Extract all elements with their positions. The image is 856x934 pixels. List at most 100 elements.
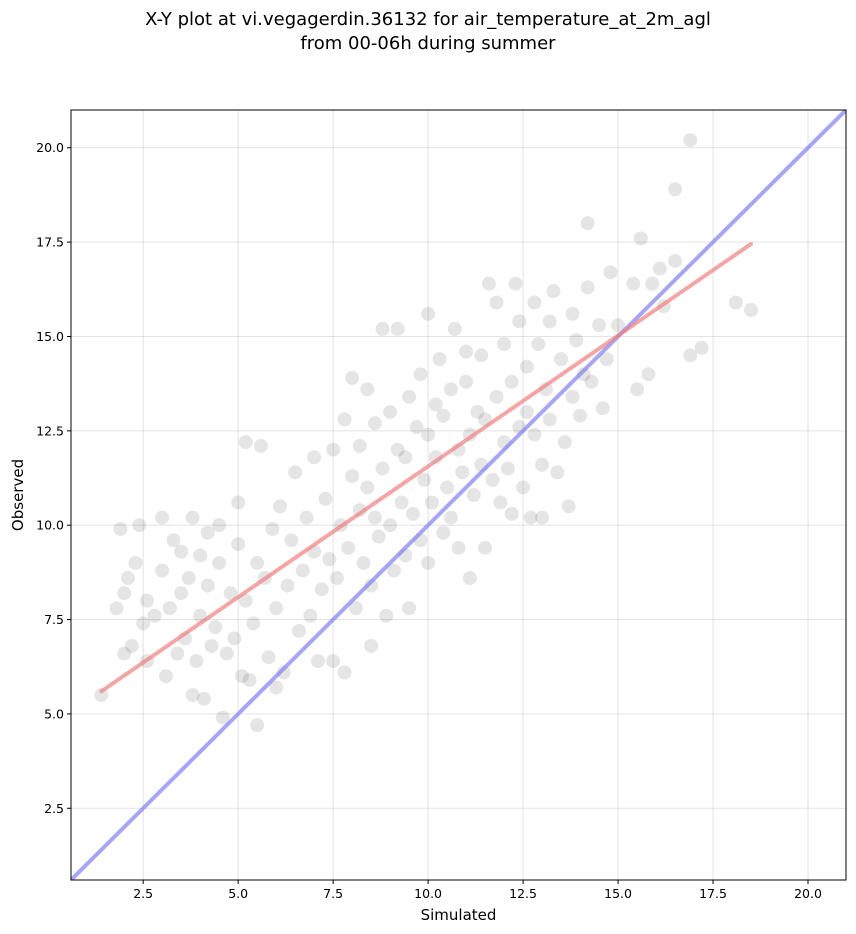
scatter-point: [326, 442, 341, 457]
scatter-point: [200, 525, 215, 540]
scatter-point: [478, 540, 493, 555]
scatter-point: [402, 601, 417, 616]
reference-lines: [71, 110, 846, 880]
scatter-point: [565, 389, 580, 404]
scatter-point: [223, 586, 238, 601]
scatter-point: [516, 480, 531, 495]
y-tick-label: 7.5: [44, 612, 64, 627]
scatter-point: [162, 601, 177, 616]
scatter-point: [219, 646, 234, 661]
scatter-point: [668, 253, 683, 268]
grid: [71, 110, 846, 880]
scatter-point: [352, 438, 367, 453]
scatter-point: [428, 397, 443, 412]
scatter-point: [519, 404, 534, 419]
scatter-point: [489, 389, 504, 404]
scatter-point: [489, 295, 504, 310]
scatter-point: [329, 571, 344, 586]
scatter-point: [421, 306, 436, 321]
scatter-point: [113, 521, 128, 536]
scatter-point: [215, 710, 230, 725]
scatter-point: [155, 563, 170, 578]
scatter-point: [272, 499, 287, 514]
scatter-point: [117, 586, 132, 601]
scatter-point: [234, 669, 249, 684]
scatter-point: [652, 261, 667, 276]
scatter-point: [356, 555, 371, 570]
scatter-point: [421, 555, 436, 570]
y-tick-label: 10.0: [36, 518, 64, 533]
scatter-point: [519, 359, 534, 374]
scatter-point: [550, 465, 565, 480]
scatter-point: [592, 318, 607, 333]
scatter-point: [394, 495, 409, 510]
scatter-point: [531, 337, 546, 352]
scatter-point: [402, 389, 417, 404]
scatter-point: [348, 601, 363, 616]
scatter-point: [497, 337, 512, 352]
scatter-point: [383, 404, 398, 419]
scatter-point: [238, 593, 253, 608]
scatter-point: [573, 408, 588, 423]
x-tick-label: 20.0: [794, 886, 822, 901]
scatter-point: [580, 280, 595, 295]
scatter-points: [94, 133, 759, 733]
scatter-point: [371, 529, 386, 544]
scatter-point: [440, 480, 455, 495]
scatter-point: [557, 435, 572, 450]
scatter-point: [200, 578, 215, 593]
scatter-point: [375, 321, 390, 336]
scatter-point: [136, 616, 151, 631]
scatter-point: [276, 665, 291, 680]
scatter-point: [265, 521, 280, 536]
scatter-point: [181, 571, 196, 586]
scatter-point: [584, 374, 599, 389]
scatter-point: [470, 404, 485, 419]
scatter-point: [326, 654, 341, 669]
scatter-point: [398, 450, 413, 465]
scatter-point: [246, 616, 261, 631]
scatter-point: [196, 691, 211, 706]
scatter-point: [158, 669, 173, 684]
scatter-point: [576, 367, 591, 382]
scatter-point: [504, 506, 519, 521]
scatter-point: [603, 265, 618, 280]
scatter-point: [253, 438, 268, 453]
axis-ticks: 2.5 5.0 7.5 10.0 12.5 15.0 17.5 20.0 2.5 5.0 7.5 10…: [36, 140, 822, 901]
scatter-point: [512, 314, 527, 329]
scatter-point: [170, 646, 185, 661]
scatter-point: [345, 469, 360, 484]
x-tick-label: 12.5: [509, 886, 537, 901]
scatter-point: [364, 638, 379, 653]
scatter-point: [261, 650, 276, 665]
scatter-point: [504, 374, 519, 389]
scatter-point: [139, 593, 154, 608]
scatter-point: [238, 435, 253, 450]
scatter-point: [683, 348, 698, 363]
scatter-point: [626, 276, 641, 291]
scatter-point: [288, 465, 303, 480]
scatter-point: [379, 608, 394, 623]
scatter-point: [128, 555, 143, 570]
scatter-point: [94, 688, 109, 703]
scatter-point: [185, 688, 200, 703]
y-tick-label: 17.5: [36, 235, 64, 250]
scatter-point: [367, 510, 382, 525]
scatter-point: [166, 533, 181, 548]
scatter-point: [443, 510, 458, 525]
scatter-point: [386, 563, 401, 578]
scatter-point: [443, 382, 458, 397]
y-tick-label: 2.5: [44, 801, 64, 816]
scatter-point: [314, 582, 329, 597]
scatter-point: [523, 510, 538, 525]
scatter-point: [109, 601, 124, 616]
plot-frame: [70, 109, 847, 881]
scatter-point: [208, 620, 223, 635]
scatter-point: [295, 563, 310, 578]
scatter-point: [341, 540, 356, 555]
scatter-point: [580, 216, 595, 231]
scatter-point: [280, 578, 295, 593]
scatter-point: [375, 461, 390, 476]
scatter-point: [421, 427, 436, 442]
scatter-point: [459, 344, 474, 359]
